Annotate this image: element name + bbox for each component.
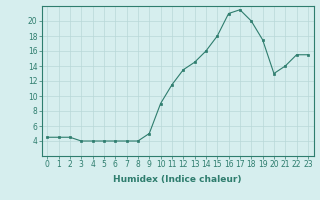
X-axis label: Humidex (Indice chaleur): Humidex (Indice chaleur) [113,175,242,184]
